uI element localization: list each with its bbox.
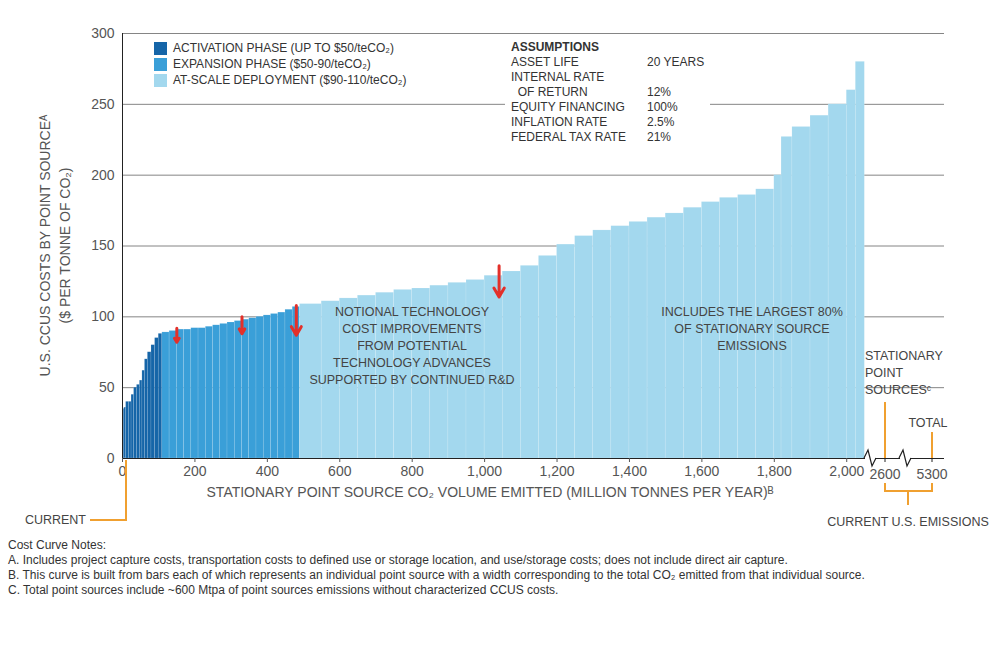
svg-text:STATIONARY POINT SOURCE CO₂ VO: STATIONARY POINT SOURCE CO₂ VOLUME EMITT… <box>207 484 774 500</box>
svg-text:250: 250 <box>91 96 115 112</box>
svg-text:SOURCESᶜ: SOURCESᶜ <box>865 383 932 397</box>
html-text:20 YEARS: 20 YEARS <box>647 55 705 69</box>
svg-text:400: 400 <box>256 463 280 479</box>
html-text:COST IMPROVEMENTS: COST IMPROVEMENTS <box>342 322 482 336</box>
svg-text:600: 600 <box>328 463 352 479</box>
svg-text:0: 0 <box>119 463 127 479</box>
svg-text:1,800: 1,800 <box>757 463 792 479</box>
html-text:B. This curve is built from ba: B. This curve is built from bars each of… <box>8 568 865 582</box>
svg-text:50: 50 <box>99 379 115 395</box>
svg-text:200: 200 <box>183 463 207 479</box>
html-text:21%: 21% <box>647 130 671 144</box>
html-text:OF STATIONARY SOURCE: OF STATIONARY SOURCE <box>674 322 830 336</box>
html-text:INTERNAL RATE OF RETURN: INTERNAL RATE OF RETURN <box>511 70 605 99</box>
html-text:EMISSIONS: EMISSIONS <box>717 339 787 353</box>
html-text:SUPPORTED BY CONTINUED R&D: SUPPORTED BY CONTINUED R&D <box>309 373 515 387</box>
svg-text:2600: 2600 <box>869 466 900 482</box>
html-text:Cost Curve Notes:: Cost Curve Notes: <box>8 538 106 552</box>
svg-text:0: 0 <box>107 450 115 466</box>
html-text:EXPANSION PHASE ($50-90/teCO₂): EXPANSION PHASE ($50-90/teCO₂) <box>173 57 371 71</box>
html-text:12%: 12% <box>647 85 671 99</box>
svg-text:800: 800 <box>401 463 425 479</box>
svg-text:1,000: 1,000 <box>467 463 502 479</box>
svg-text:1,400: 1,400 <box>612 463 647 479</box>
html-text:2.5%: 2.5% <box>647 115 675 129</box>
html-text:INFLATION RATE: INFLATION RATE <box>511 115 608 129</box>
html-text:FROM POTENTIAL: FROM POTENTIAL <box>357 339 467 353</box>
html-text:AT-SCALE DEPLOYMENT ($90-110/t: AT-SCALE DEPLOYMENT ($90-110/teCO₂) <box>173 73 407 87</box>
svg-text:1,200: 1,200 <box>540 463 575 479</box>
html-text:INCLUDES THE LARGEST 80%: INCLUDES THE LARGEST 80% <box>661 305 843 319</box>
svg-text:2,000: 2,000 <box>829 463 864 479</box>
html-text:EQUITY FINANCING: EQUITY FINANCING <box>511 100 625 114</box>
svg-text:TOTAL: TOTAL <box>908 416 947 430</box>
svg-text:5300: 5300 <box>916 466 947 482</box>
svg-text:STATIONARY: STATIONARY <box>865 349 943 363</box>
svg-text:CURRENT U.S. EMISSIONS: CURRENT U.S. EMISSIONS <box>827 515 989 529</box>
svg-text:CURRENT: CURRENT <box>25 513 86 527</box>
html-text:C. Total point sources include: C. Total point sources include ~600 Mtpa… <box>8 583 559 597</box>
svg-text:U.S. CCUS COSTS BY POINT SOURC: U.S. CCUS COSTS BY POINT SOURCEᴬ <box>37 114 53 376</box>
html-text:100%: 100% <box>647 100 678 114</box>
svg-text:300: 300 <box>91 25 115 41</box>
svg-text:POINT: POINT <box>865 366 904 380</box>
svg-text:100: 100 <box>91 308 115 324</box>
html-text:ASSET LIFE: ASSET LIFE <box>511 55 579 69</box>
html-text:A. Includes project capture co: A. Includes project capture costs, trans… <box>8 553 788 567</box>
html-text:NOTIONAL TECHNOLOGY: NOTIONAL TECHNOLOGY <box>334 305 490 319</box>
html-text:ASSUMPTIONS: ASSUMPTIONS <box>511 40 599 54</box>
svg-text:($ PER TONNE OF CO₂): ($ PER TONNE OF CO₂) <box>57 168 73 324</box>
svg-text:150: 150 <box>91 237 115 253</box>
svg-text:200: 200 <box>91 167 115 183</box>
html-text:ACTIVATION PHASE (UP TO $50/te: ACTIVATION PHASE (UP TO $50/teCO₂) <box>173 41 394 55</box>
svg-text:1,600: 1,600 <box>684 463 719 479</box>
html-text:FEDERAL TAX RATE: FEDERAL TAX RATE <box>511 130 626 144</box>
html-text:TECHNOLOGY ADVANCES: TECHNOLOGY ADVANCES <box>333 356 491 370</box>
